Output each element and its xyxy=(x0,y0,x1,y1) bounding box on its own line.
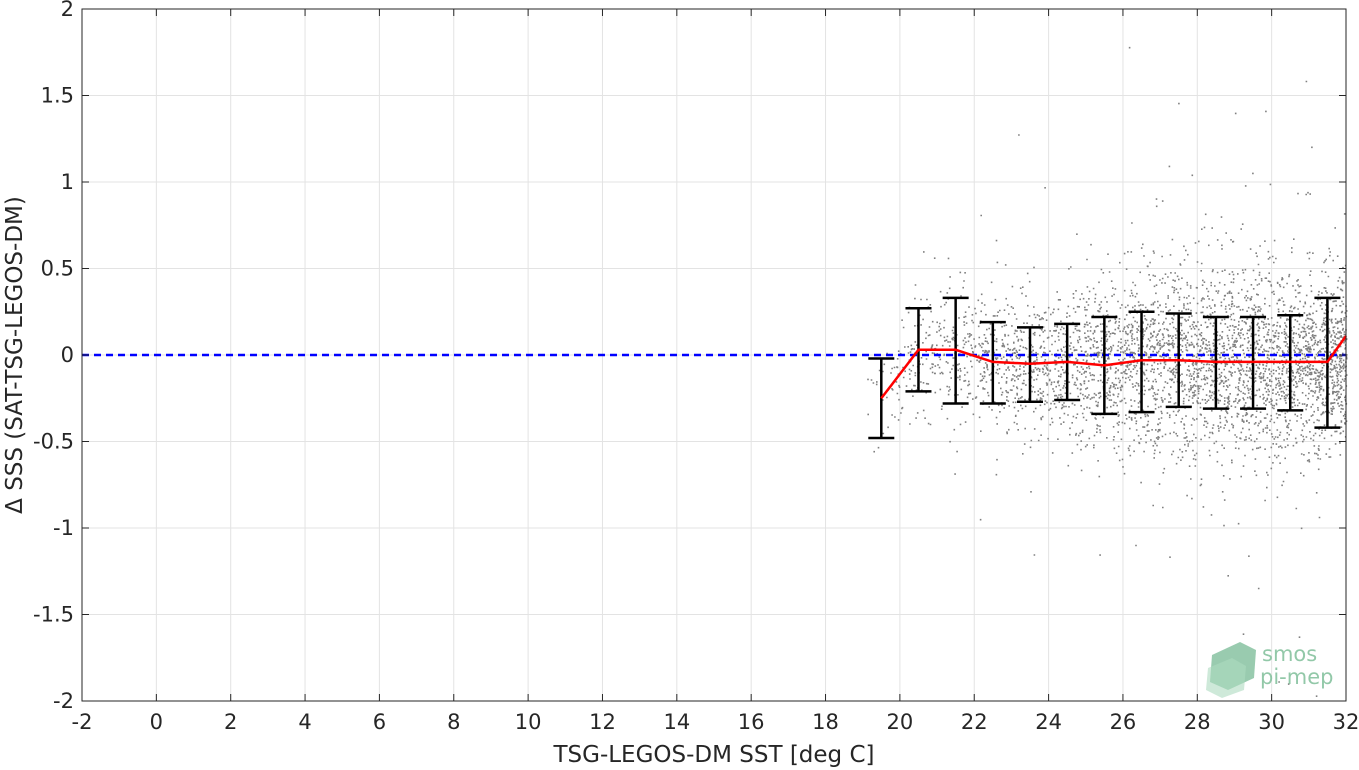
x-tick-label: 6 xyxy=(373,710,386,734)
x-tick-label: 30 xyxy=(1258,710,1285,734)
logo-text-line1: smos xyxy=(1262,642,1317,666)
x-tick-label: 0 xyxy=(150,710,163,734)
x-tick-label: 2 xyxy=(224,710,237,734)
error-bar xyxy=(1128,310,1155,414)
logo-text-line2: pi-mep xyxy=(1260,665,1333,689)
x-tick-label: 8 xyxy=(447,710,460,734)
x-tick-label: 24 xyxy=(1035,710,1062,734)
x-tick-label: 14 xyxy=(663,710,690,734)
y-tick-label: -2 xyxy=(53,689,74,713)
y-tick-label: 0.5 xyxy=(41,257,74,281)
x-tick-label: 26 xyxy=(1110,710,1137,734)
y-tick-label: 1 xyxy=(61,170,74,194)
y-axis-label: Δ SSS (SAT-TSG-LEGOS-DM) xyxy=(2,196,28,514)
mean-bias-line xyxy=(880,335,1348,400)
y-tick-label: 0 xyxy=(61,343,74,367)
x-tick-label: 20 xyxy=(887,710,914,734)
y-tick-label: 2 xyxy=(61,0,74,21)
x-tick-label: 22 xyxy=(961,710,988,734)
y-tick-label: -1.5 xyxy=(33,603,74,627)
x-tick-label: 12 xyxy=(589,710,616,734)
mean-line xyxy=(880,335,1348,400)
y-tick-label: -0.5 xyxy=(33,430,74,454)
x-tick-label: -2 xyxy=(72,710,93,734)
x-tick-label: 10 xyxy=(515,710,542,734)
smos-pi-mep-logo: smos pi-mep xyxy=(1206,642,1333,698)
logo-cube-shadow-icon xyxy=(1206,658,1246,698)
x-axis-ticks: -2 0 2 4 6 8 10 12 14 16 18 20 22 24 26 28 30 32 xyxy=(72,9,1359,734)
x-tick-label: 18 xyxy=(812,710,839,734)
x-tick-label: 28 xyxy=(1184,710,1211,734)
x-tick-label: 4 xyxy=(298,710,311,734)
y-tick-label: -1 xyxy=(53,516,74,540)
x-tick-label: 32 xyxy=(1333,710,1359,734)
scatter-dots xyxy=(867,46,1348,697)
x-axis-label: TSG-LEGOS-DM SST [deg C] xyxy=(552,742,874,768)
x-tick-label: 16 xyxy=(738,710,765,734)
y-tick-label: 1.5 xyxy=(41,84,74,108)
scatter-points xyxy=(867,46,1348,697)
y-axis-ticks: -2 -1.5 -1 -0.5 0 0.5 1 1.5 2 xyxy=(33,0,1346,713)
